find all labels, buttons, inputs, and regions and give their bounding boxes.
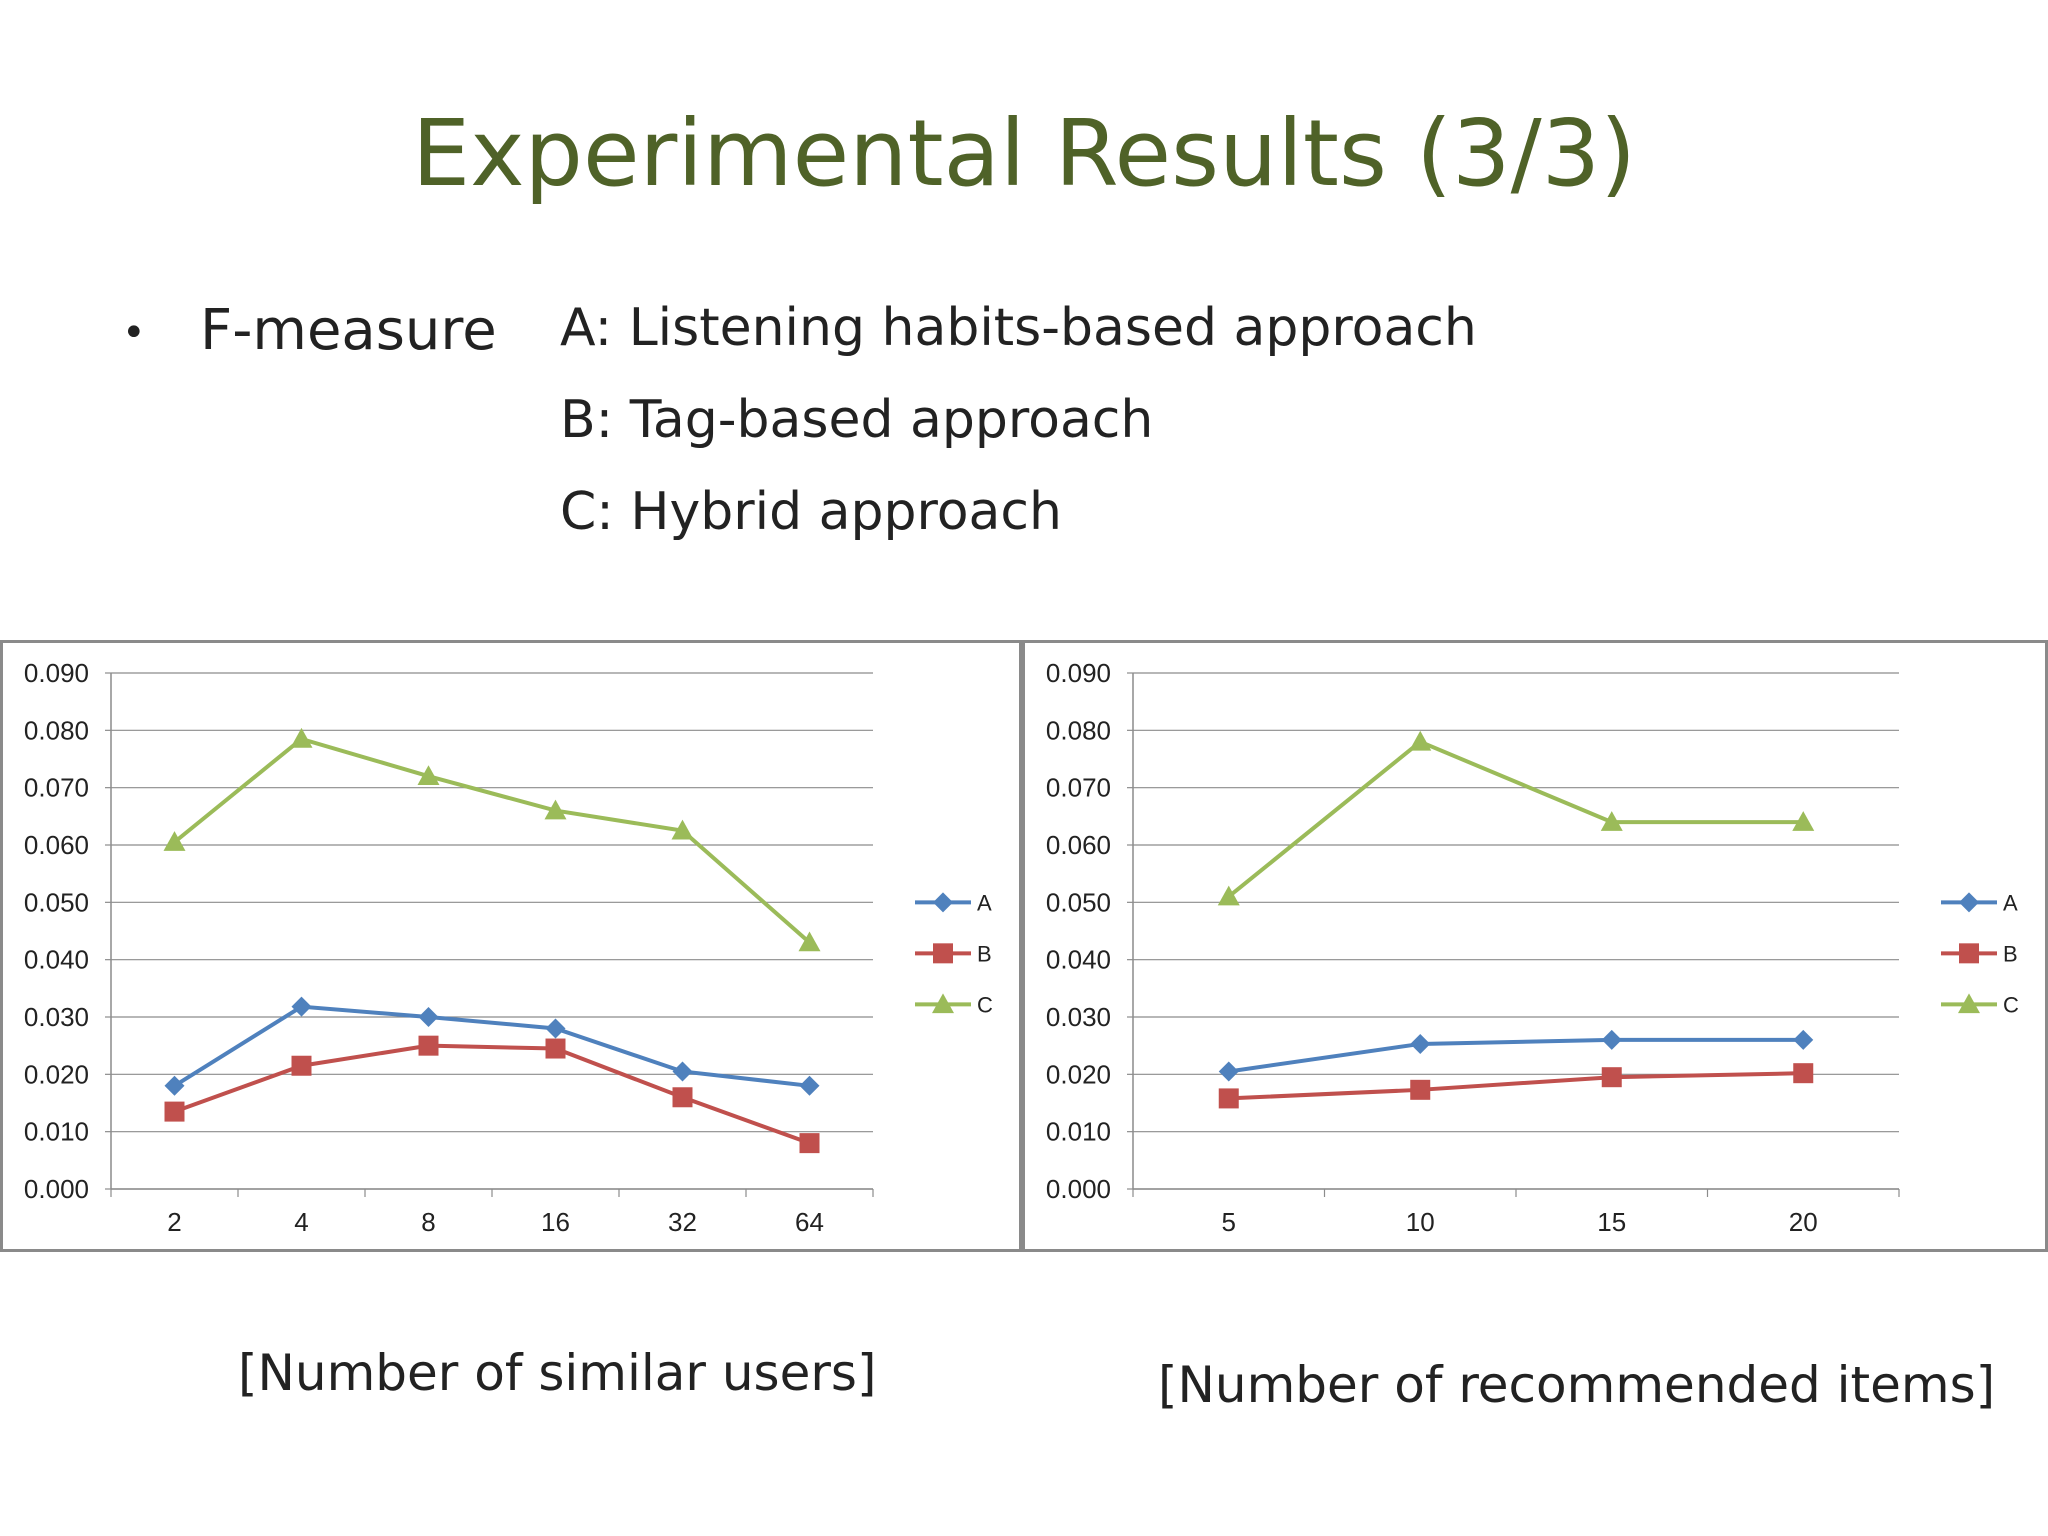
legend-label-b: B [2003, 941, 2018, 966]
x-tick-label: 16 [541, 1207, 570, 1237]
y-tick-label: 0.070 [1046, 773, 1111, 803]
data-point-a [799, 1075, 820, 1096]
data-point-c [1792, 811, 1815, 831]
data-point-b [1410, 1079, 1431, 1100]
y-tick-label: 0.080 [1046, 715, 1111, 745]
legend-marker-b [1959, 943, 1979, 964]
x-tick-label: 64 [795, 1207, 824, 1237]
y-tick-label: 0.030 [1046, 1002, 1111, 1032]
x-tick-label: 20 [1789, 1207, 1818, 1237]
legend-label-a: A [977, 890, 992, 915]
series-line-c [1227, 739, 1804, 899]
data-point-c [163, 831, 186, 851]
chart-similar-users: 0.000 0.010 0.020 0.030 0.040 0.050 0.060 0.070… [0, 640, 1022, 1252]
data-point-a [672, 1061, 693, 1082]
data-point-b [1601, 1067, 1622, 1088]
bullet-label: F-measure [200, 298, 497, 363]
approach-b-description: B: Tag-based approach [560, 390, 1154, 450]
x-tick-label: 10 [1406, 1207, 1435, 1237]
data-point-b [1793, 1063, 1814, 1084]
caption-recommended-items: [Number of recommended items] [1158, 1356, 1996, 1414]
data-point-b [799, 1133, 820, 1154]
y-tick-label: 0.010 [24, 1117, 89, 1147]
data-point-a [545, 1018, 566, 1039]
chart-recommended-items-svg: 0.000 0.010 0.020 0.030 0.040 0.050 0.060 0.070… [1046, 658, 2019, 1237]
legend-label-c: C [977, 992, 993, 1017]
y-tick-label: 0.040 [24, 945, 89, 975]
series-line-c [173, 736, 811, 944]
data-point-c [417, 765, 440, 785]
data-point-a [1601, 1029, 1622, 1050]
series-line-a [173, 1004, 810, 1088]
data-point-c [290, 727, 313, 748]
legend-marker-a [1959, 892, 1979, 913]
chart-recommended-items: 0.000 0.010 0.020 0.030 0.040 0.050 0.060 0.070… [1022, 640, 2048, 1252]
y-tick-label: 0.090 [24, 658, 89, 688]
data-point-c [544, 799, 567, 820]
y-tick-label: 0.040 [1046, 945, 1111, 975]
y-tick-label: 0.050 [1046, 887, 1111, 917]
series-line-b [1228, 1071, 1804, 1101]
data-point-b [545, 1038, 566, 1059]
data-point-a [1793, 1029, 1814, 1050]
series-line-a [1228, 1037, 1804, 1074]
y-tick-label: 0.000 [1046, 1174, 1111, 1204]
data-point-b [1218, 1088, 1239, 1109]
chart-similar-users-svg: 0.000 0.010 0.020 0.030 0.040 0.050 0.060 0.070… [24, 658, 993, 1237]
legend-marker-c [932, 993, 954, 1014]
x-tick-label: 5 [1222, 1207, 1236, 1237]
x-tick-label: 32 [668, 1207, 697, 1237]
y-tick-label: 0.020 [1046, 1059, 1111, 1089]
y-tick-label: 0.090 [1046, 658, 1111, 688]
x-tick-label: 2 [167, 1207, 181, 1237]
y-tick-label: 0.060 [24, 830, 89, 860]
legend-label-b: B [977, 941, 992, 966]
data-point-b [418, 1035, 439, 1056]
series-line-b [173, 1043, 811, 1146]
y-tick-label: 0.050 [24, 887, 89, 917]
legend-label-c: C [2003, 992, 2019, 1017]
data-point-c [1409, 730, 1432, 751]
slide-title: Experimental Results (3/3) [411, 100, 1637, 207]
legend-marker-b [933, 943, 953, 964]
y-tick-label: 0.020 [24, 1059, 89, 1089]
data-point-a [1218, 1061, 1239, 1082]
y-tick-label: 0.060 [1046, 830, 1111, 860]
legend-label-a: A [2003, 890, 2018, 915]
legend-marker-a [933, 892, 953, 913]
y-tick-label: 0.080 [24, 715, 89, 745]
data-point-b [164, 1101, 185, 1122]
caption-similar-users: [Number of similar users] [238, 1344, 877, 1402]
bullet-dot: • [122, 310, 146, 356]
data-point-c [798, 931, 821, 952]
approach-a-description: A: Listening habits-based approach [560, 298, 1477, 358]
data-point-b [291, 1055, 312, 1076]
x-tick-label: 8 [421, 1207, 435, 1237]
y-tick-label: 0.000 [24, 1174, 89, 1204]
data-point-c [671, 819, 694, 840]
data-point-a [1410, 1033, 1431, 1054]
y-tick-label: 0.010 [1046, 1117, 1111, 1147]
legend-marker-c [1958, 993, 1980, 1014]
y-tick-label: 0.070 [24, 773, 89, 803]
data-point-a [418, 1007, 439, 1027]
x-tick-label: 4 [294, 1207, 308, 1237]
data-point-c [1600, 811, 1623, 831]
data-point-a [291, 996, 312, 1017]
approach-c-description: C: Hybrid approach [560, 482, 1062, 542]
data-point-b [672, 1087, 693, 1108]
y-tick-label: 0.030 [24, 1002, 89, 1032]
data-point-a [164, 1075, 185, 1096]
data-point-c [1217, 885, 1240, 906]
x-tick-label: 15 [1597, 1207, 1626, 1237]
